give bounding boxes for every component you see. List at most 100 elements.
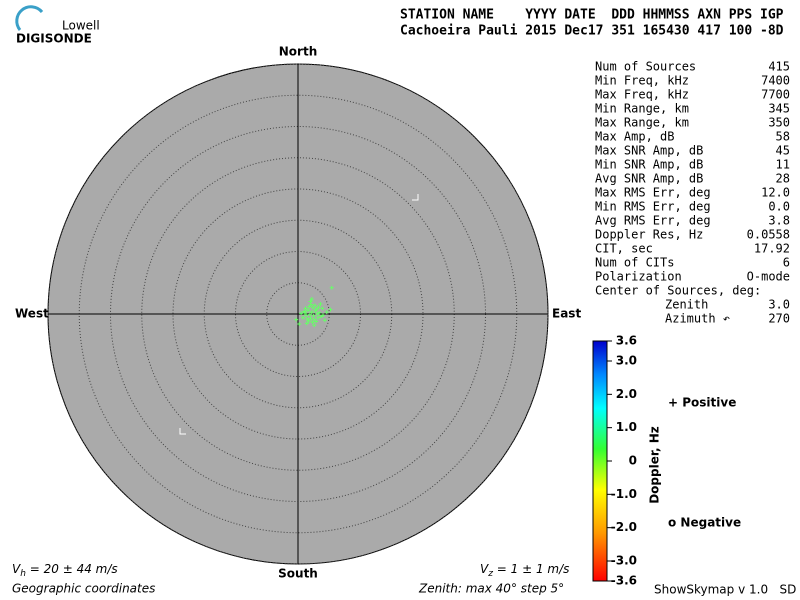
source-point (315, 312, 320, 316)
source-point (316, 315, 320, 320)
colorbar-tick-label: -1.0 (611, 487, 637, 501)
stat-value: 350 (768, 116, 790, 130)
center-value: 3.0 (768, 298, 790, 312)
center-value: 270 (768, 312, 790, 326)
stat-label: Polarization (595, 270, 682, 284)
stat-label: Max Amp, dB (595, 130, 674, 144)
colorbar-label: Doppler, Hz (648, 426, 662, 504)
source-point (318, 302, 323, 306)
source-point (306, 308, 310, 313)
source-point (314, 307, 319, 311)
colorbar-tick-label: 1.0 (616, 420, 637, 434)
south-label: South (278, 567, 318, 581)
stat-value: 17.92 (754, 242, 790, 256)
stat-value: 28 (776, 172, 790, 186)
stat-value: 0.0558 (747, 228, 790, 242)
source-point (309, 297, 314, 301)
version: ShowSkymap v 1.0 SD v 5.1 (654, 583, 800, 597)
source-point (321, 313, 325, 318)
stat-value: 12.0 (761, 186, 790, 200)
stat-value: 7400 (761, 74, 790, 88)
east-label: East (552, 307, 581, 321)
source-point (307, 304, 312, 309)
stat-label: Min Range, km (595, 102, 689, 116)
source-point (312, 303, 317, 308)
legend-negative: o Negative (668, 516, 741, 530)
source-point (308, 316, 313, 321)
header-line: Cachoeira Pauli 2015 Dec17 351 165430 41… (400, 24, 784, 39)
logo-top: Lowell (62, 19, 100, 33)
source-point (306, 318, 311, 323)
stat-value: 7700 (761, 88, 790, 102)
stat-label: Min RMS Err, deg (595, 200, 711, 214)
source-point (310, 320, 315, 325)
stat-label: Max SNR Amp, dB (595, 144, 703, 158)
stat-label: Max RMS Err, deg (595, 186, 711, 200)
source-point (309, 302, 314, 307)
colorbar-tick-label: 2.0 (616, 387, 637, 401)
source-point (297, 322, 302, 326)
vh: Vh = 20 ± 44 m/s (12, 562, 118, 579)
stat-label: Max Range, km (595, 116, 689, 130)
zenith-note: Zenith: max 40° step 5° (418, 582, 564, 596)
source-point (312, 323, 317, 328)
stat-value: 6 (783, 256, 790, 270)
stat-value: 3.8 (768, 214, 790, 228)
source-point (316, 305, 321, 310)
source-point (311, 313, 316, 318)
stat-label: Num of CITs (595, 256, 674, 270)
stat-label: Avg RMS Err, deg (595, 214, 711, 228)
corner-marks (179, 194, 419, 435)
stat-label: Num of Sources (595, 60, 696, 74)
source-point (301, 315, 305, 320)
source-point (311, 305, 315, 310)
stat-label: Min Freq, kHz (595, 74, 689, 88)
center-label: Zenith (665, 298, 708, 312)
source-point (309, 310, 314, 315)
colorbar-tick-label: -3.6 (611, 574, 637, 588)
colorbar-tick-label: 0 (629, 454, 637, 468)
stat-label: Max Freq, kHz (595, 88, 689, 102)
source-point (328, 307, 333, 312)
stat-value: O-mode (747, 270, 790, 284)
stat-label: Min SNR Amp, dB (595, 158, 703, 172)
source-point (307, 312, 312, 317)
logo-bottom: DIGISONDE (16, 32, 92, 46)
center-label: Azimuth ↶ (665, 312, 730, 326)
source-point (304, 321, 309, 326)
source-point (314, 319, 319, 324)
source-point (320, 306, 325, 311)
stat-value: 415 (768, 60, 790, 74)
stat-value: 45 (776, 144, 790, 158)
colorbar-tick-label: -3.0 (611, 554, 637, 568)
colorbar (592, 340, 608, 582)
stat-label: CIT, sec (595, 242, 653, 256)
stat-value: 11 (776, 158, 790, 172)
legend-positive: + Positive (668, 396, 736, 410)
source-point (303, 306, 308, 311)
vz: Vz = 1 ± 1 m/s (480, 562, 569, 579)
colorbar-tick-label: -2.0 (611, 520, 637, 534)
colorbar-tick-label: 3.6 (616, 334, 637, 348)
stat-value: 0.0 (768, 200, 790, 214)
stat-value: 58 (776, 130, 790, 144)
colorbar-tick-label: 3.0 (616, 354, 637, 368)
stat-label: Doppler Res, Hz (595, 228, 703, 242)
source-point (329, 285, 334, 290)
stat-label: Avg SNR Amp, dB (595, 172, 703, 186)
source-point (324, 310, 329, 315)
west-label: West (15, 307, 49, 321)
source-point (308, 299, 313, 304)
source-point (322, 318, 327, 323)
header-line: STATION NAME YYYY DATE DDD HHMMSS AXN PP… (400, 8, 784, 23)
north-label: North (279, 45, 317, 59)
source-point (302, 310, 307, 315)
source-point (294, 317, 299, 322)
source-point (299, 311, 304, 316)
coords-note: Geographic coordinates (12, 582, 155, 596)
center-title: Center of Sources, deg: (595, 284, 761, 298)
stat-value: 345 (768, 102, 790, 116)
source-point (312, 317, 317, 322)
logo-arc (15, 5, 44, 31)
